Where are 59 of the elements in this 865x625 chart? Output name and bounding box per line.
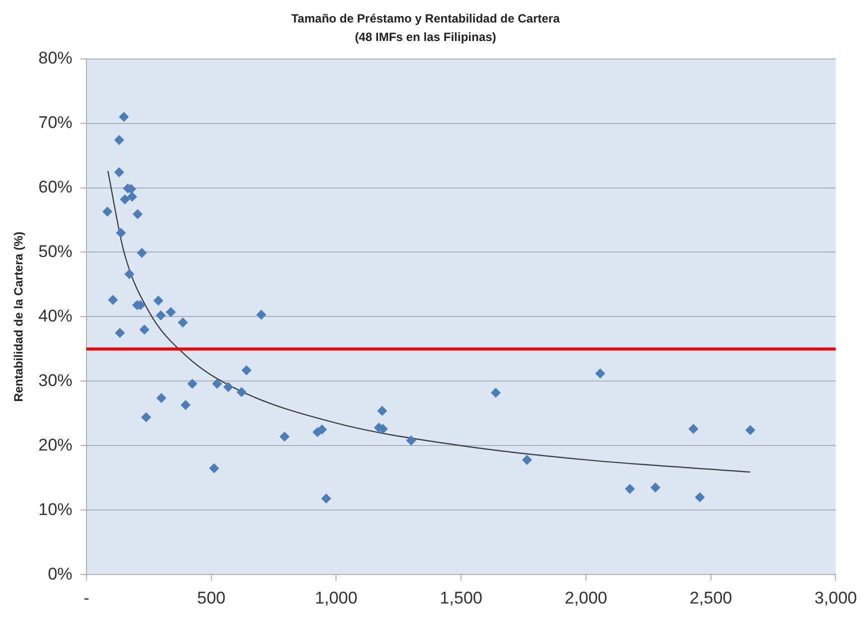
point — [242, 365, 252, 376]
point — [114, 167, 124, 178]
x-tick-label: 2,000 — [564, 588, 608, 608]
point — [694, 492, 705, 502]
point — [688, 424, 698, 434]
point — [745, 425, 756, 436]
point — [127, 192, 138, 202]
x-tick-label: 500 — [197, 588, 226, 608]
y-tick-label: 20% — [38, 435, 72, 454]
point — [114, 135, 124, 146]
point — [212, 378, 222, 389]
point — [321, 494, 332, 504]
line-series — [107, 170, 751, 473]
point — [156, 392, 166, 403]
point — [141, 412, 152, 422]
chart-title: Tamaño de Préstamo y Rentabilidad de Cartera — [291, 12, 560, 26]
point — [209, 463, 220, 474]
y-tick-label: 50% — [38, 242, 72, 261]
point — [178, 318, 188, 328]
y-tick-label: 30% — [38, 370, 72, 390]
point — [124, 269, 134, 280]
point — [187, 378, 198, 389]
point — [522, 454, 532, 465]
x-tick-label: 1,500 — [440, 588, 482, 608]
point — [102, 206, 112, 217]
point — [490, 388, 501, 398]
y-tick-label: 80% — [38, 48, 72, 68]
point — [132, 209, 143, 220]
chart-subtitle: (48 IMFs en las Filipinas) — [354, 30, 496, 44]
y-tick-label: 70% — [38, 112, 72, 132]
point — [136, 248, 147, 258]
point — [156, 310, 166, 320]
x-tick-label: - — [84, 588, 90, 608]
point — [180, 400, 191, 410]
point — [236, 387, 247, 398]
point — [108, 294, 118, 305]
point — [650, 482, 660, 493]
x-tick-label: 3,000 — [814, 588, 858, 608]
point — [139, 324, 150, 335]
point — [118, 112, 129, 122]
point — [595, 368, 606, 378]
point — [279, 432, 290, 442]
point — [114, 328, 125, 338]
y-axis-title: Rentabilidad de la Cartera (%) — [12, 232, 26, 402]
y-tick-label: 10% — [38, 500, 72, 519]
point — [377, 406, 388, 416]
x-tick-label: 1,000 — [314, 588, 358, 608]
point — [166, 307, 176, 318]
y-tick-label: 0% — [48, 564, 72, 584]
point — [116, 228, 126, 238]
point — [406, 435, 416, 446]
point — [120, 194, 130, 204]
point — [223, 382, 234, 392]
y-tick-label: 60% — [38, 177, 72, 196]
x-tick-label: 2,500 — [690, 588, 732, 608]
y-tick-label: 40% — [38, 306, 72, 326]
point — [153, 296, 164, 306]
point — [256, 310, 266, 320]
point — [624, 484, 635, 494]
